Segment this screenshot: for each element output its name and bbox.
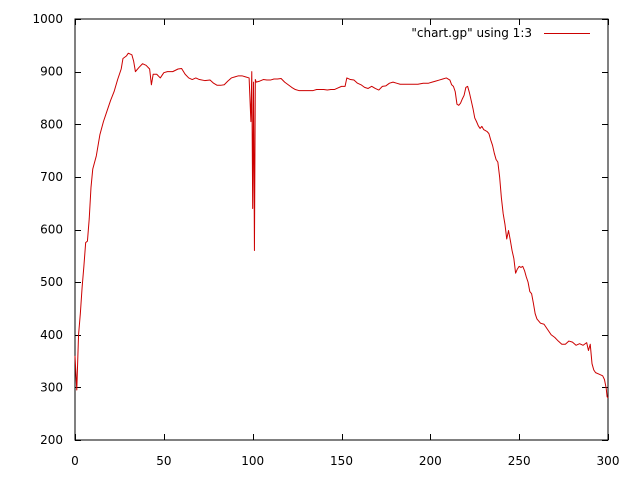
y-tick-label: 600 xyxy=(40,223,63,237)
x-tick-label: 200 xyxy=(419,454,442,468)
y-tick-label: 400 xyxy=(40,328,63,342)
y-tick-label: 700 xyxy=(40,170,63,184)
legend-label: "chart.gp" using 1:3 xyxy=(411,26,532,40)
x-tick-label: 150 xyxy=(330,454,353,468)
y-tick-label: 500 xyxy=(40,275,63,289)
x-tick-label: 100 xyxy=(241,454,264,468)
x-tick-label: 250 xyxy=(508,454,531,468)
x-tick-label: 300 xyxy=(597,454,620,468)
axes xyxy=(74,18,609,441)
tick-marks xyxy=(75,19,609,441)
y-tick-label: 300 xyxy=(40,380,63,394)
y-tick-label: 1000 xyxy=(32,12,63,26)
x-tick-label: 50 xyxy=(156,454,171,468)
series-line xyxy=(74,52,609,399)
series-lines xyxy=(74,52,609,399)
y-tick-label: 800 xyxy=(40,117,63,131)
y-tick-label: 200 xyxy=(40,433,63,447)
y-tick-label: 900 xyxy=(40,65,63,79)
x-tick-label: 0 xyxy=(71,454,79,468)
plot-border xyxy=(74,18,609,441)
legend: "chart.gp" using 1:3 xyxy=(411,26,590,40)
tick-labels: 0 50 100 150 200 250 300 200 300 400 500 600 700 800 9… xyxy=(32,12,619,468)
